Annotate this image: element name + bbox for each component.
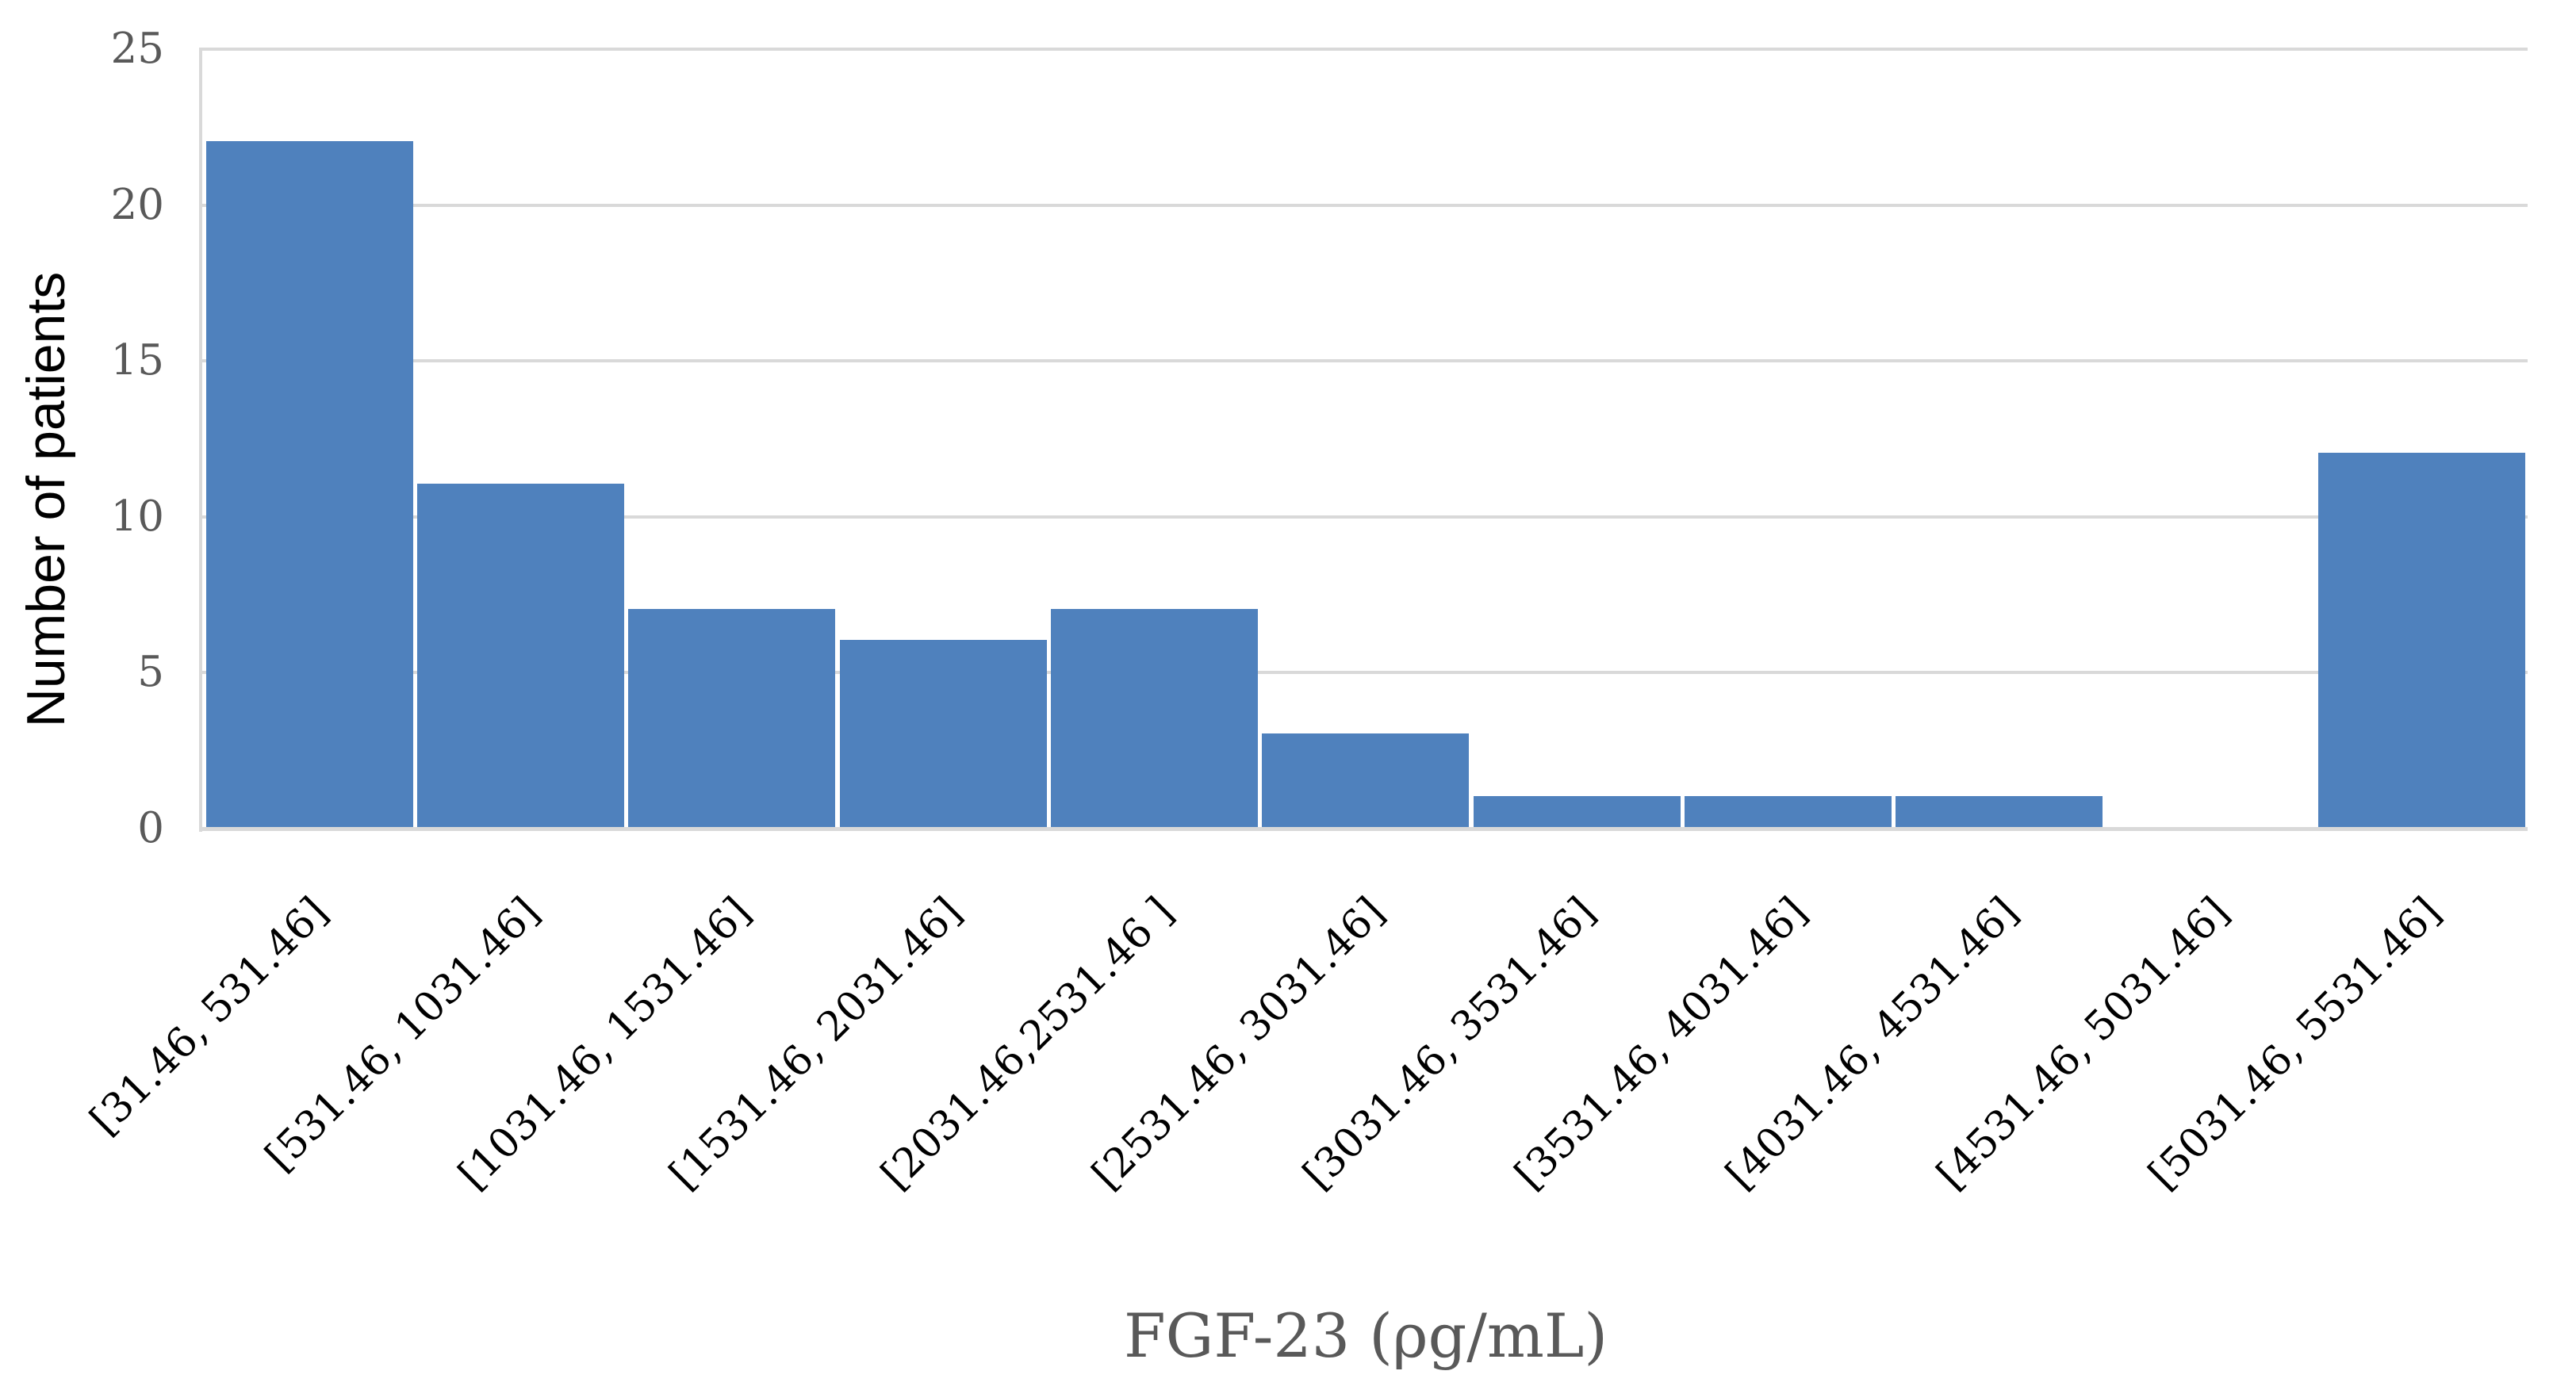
y-tick-label-10: 10	[110, 492, 164, 541]
y-axis-line	[199, 48, 202, 832]
bar-8	[1896, 796, 2103, 827]
bar-6	[1474, 796, 1681, 827]
bar-4	[1051, 609, 1258, 827]
gridline-y-25	[199, 48, 2528, 51]
gridline-y-5	[199, 671, 2528, 674]
x-axis-title: FGF-23 (ρg/mL)	[1123, 1300, 1608, 1371]
y-tick-label-15: 15	[110, 336, 164, 385]
y-axis-title: Number of patients	[16, 271, 76, 728]
y-tick-label-5: 5	[137, 648, 164, 696]
bar-3	[840, 640, 1047, 827]
bar-5	[1262, 733, 1469, 827]
gridline-y-10	[199, 515, 2528, 519]
bar-10	[2318, 453, 2525, 827]
bar-1	[417, 484, 624, 827]
y-tick-label-0: 0	[137, 804, 164, 852]
bar-7	[1685, 796, 1892, 827]
bar-0	[206, 141, 413, 827]
gridline-y-20	[199, 204, 2528, 207]
gridline-y-0	[199, 827, 2528, 831]
gridline-y-15	[199, 359, 2528, 362]
bar-2	[628, 609, 835, 827]
y-tick-label-20: 20	[110, 181, 164, 229]
y-tick-label-25: 25	[110, 25, 164, 73]
